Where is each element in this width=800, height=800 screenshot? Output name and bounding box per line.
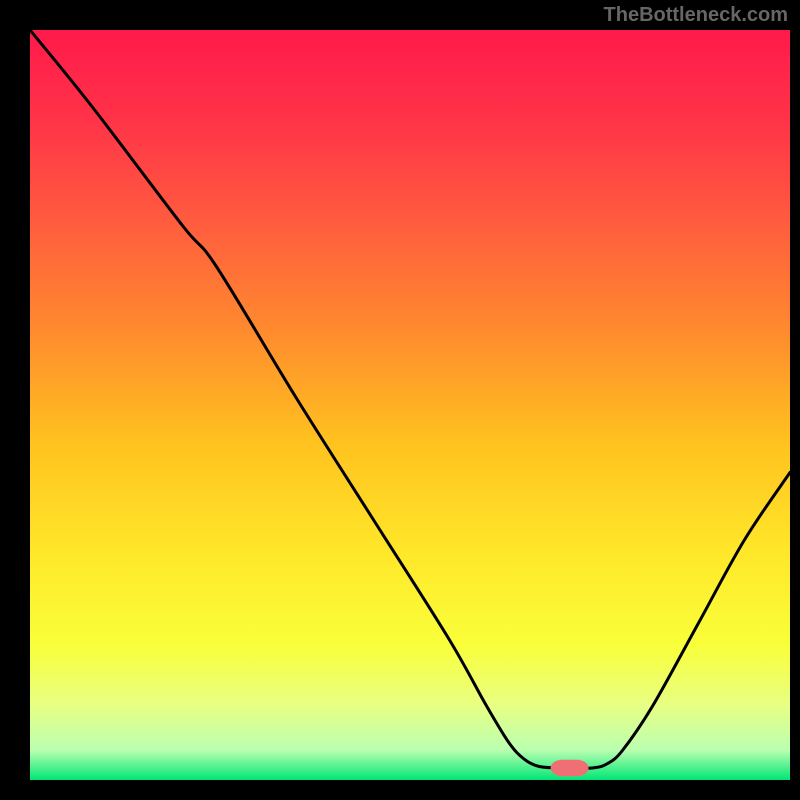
chart-background: [30, 30, 790, 780]
frame-bottom: [0, 780, 800, 800]
valley-marker: [551, 760, 589, 777]
bottleneck-chart: [30, 30, 790, 780]
frame-right: [790, 0, 800, 800]
watermark: TheBottleneck.com: [604, 4, 788, 27]
frame-left: [0, 0, 30, 800]
